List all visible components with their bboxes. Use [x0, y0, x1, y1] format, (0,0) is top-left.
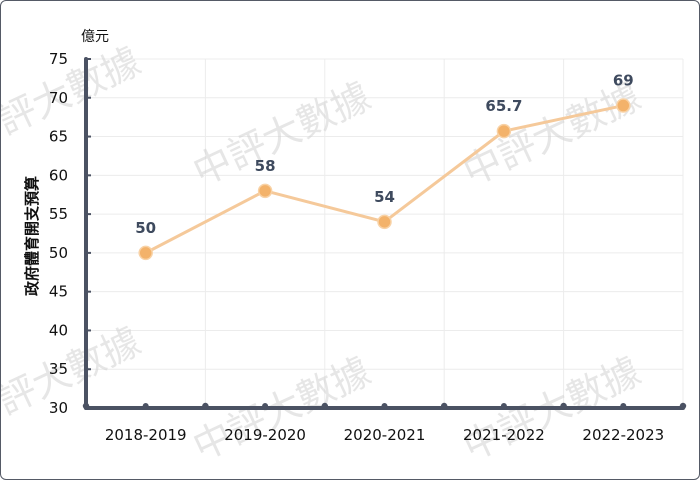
x-tick-label: 2018-2019 [105, 426, 187, 444]
y-tick-label: 75 [49, 50, 68, 68]
data-label: 50 [135, 219, 156, 237]
x-tick-label: 2019-2020 [224, 426, 306, 444]
data-label: 54 [374, 188, 395, 206]
series [138, 98, 631, 261]
gridlines [86, 58, 684, 408]
y-axis-title: 政府體育開支預算 [23, 176, 41, 296]
y-tick-label: 45 [49, 283, 68, 301]
x-tick-dot [500, 403, 507, 409]
x-tick-dot [441, 402, 448, 410]
data-label: 58 [255, 157, 276, 175]
x-tick-dot [381, 403, 388, 409]
y-tick-label: 40 [49, 321, 68, 339]
watermark: 中評大數據 [186, 74, 377, 194]
axes [82, 57, 687, 410]
data-point [377, 214, 392, 230]
x-tick-dot [560, 402, 567, 410]
data-label: 69 [613, 72, 634, 90]
y-tick-label: 50 [49, 244, 68, 262]
x-tick-dot [202, 402, 209, 410]
data-point [616, 98, 631, 113]
x-tick-dot [679, 402, 687, 410]
data-point [257, 183, 273, 199]
data-point [496, 123, 512, 139]
y-tick-label: 30 [49, 399, 68, 417]
watermark: 中評大數據 [456, 74, 647, 194]
x-tick-label: 2021-2022 [463, 426, 545, 444]
y-tick-label: 65 [49, 128, 68, 146]
y-tick-label: 70 [49, 89, 68, 107]
y-tick-label: 55 [49, 205, 68, 223]
x-tick-dot [82, 402, 90, 410]
x-tick-dot [620, 403, 627, 409]
data-label: 65.7 [485, 97, 522, 115]
labels: 30 35 40 45 50 55 60 65 70 75 2018-2019 2019-2020 20… [49, 50, 664, 444]
x-tick-label: 2022-2023 [582, 426, 664, 444]
y-axis-unit: 億元 [81, 29, 109, 45]
x-tick-label: 2020-2021 [344, 426, 426, 444]
data-point [138, 245, 153, 261]
x-tick-dot [262, 403, 269, 409]
watermark: 中評大數據 [1, 39, 147, 159]
y-tick-label: 35 [49, 360, 68, 378]
watermark: 中評大數據 [1, 319, 147, 439]
y-tick-label: 60 [49, 166, 68, 184]
x-tick-dot [142, 403, 149, 409]
x-tick-dot [321, 402, 328, 410]
